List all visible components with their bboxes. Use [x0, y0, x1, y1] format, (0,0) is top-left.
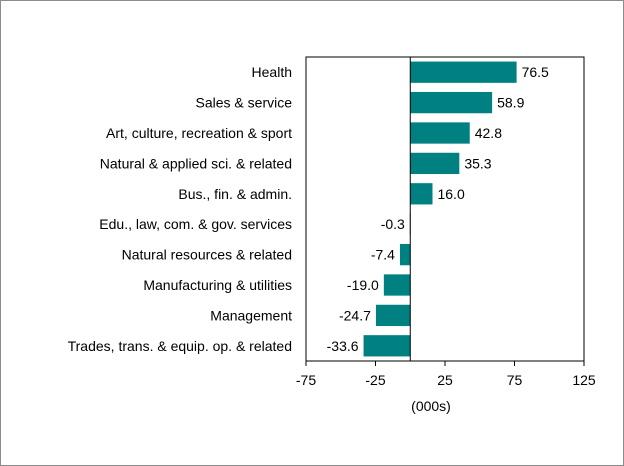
- category-labels: Health Sales & service Art, culture, recre…: [68, 64, 293, 354]
- x-tick-labels: -75 -25 25 75 125: [296, 372, 596, 388]
- value-label-1: 58.9: [497, 95, 524, 111]
- value-label-6: -7.4: [371, 247, 395, 263]
- axes-group: [305, 56, 585, 366]
- bar-2: [410, 122, 470, 144]
- value-label-0: 76.5: [522, 64, 549, 80]
- bar-8: [375, 304, 411, 327]
- bar-1: [410, 91, 493, 114]
- category-label-6: Natural resources & related: [122, 247, 292, 263]
- value-label-2: 42.8: [475, 125, 502, 141]
- bars-group: [363, 61, 517, 357]
- bar-3: [410, 152, 460, 175]
- bar-0: [410, 61, 517, 83]
- category-label-1: Sales & service: [196, 95, 293, 111]
- value-labels: 76.5 58.9 42.8 35.316.0 -0.3 -7.4 -19.0 -24.7 -3…: [327, 64, 549, 354]
- category-label-9: Trades, trans. & equip. op. & related: [68, 338, 292, 354]
- bar-6: [399, 243, 411, 266]
- category-label-8: Management: [210, 307, 292, 323]
- category-label-3: Natural & applied sci. & related: [100, 155, 292, 171]
- x-tick-label-3: 75: [507, 372, 523, 388]
- value-label-7: -19.0: [347, 277, 379, 293]
- x-tick-label-4: 125: [572, 372, 596, 388]
- x-tick-label-0: -75: [296, 372, 316, 388]
- bar-9: [363, 335, 411, 357]
- x-tick-label-2: 25: [437, 372, 453, 388]
- value-label-3: 35.3: [464, 155, 491, 171]
- value-label-9: -33.6: [327, 338, 359, 354]
- x-axis-title: (000s): [411, 398, 451, 414]
- x-tick-label-1: -25: [365, 372, 385, 388]
- value-label-5: -0.3: [381, 216, 405, 232]
- bar-7: [383, 274, 411, 296]
- value-label-4: 16.0: [437, 186, 464, 202]
- value-label-8: -24.7: [339, 307, 371, 323]
- category-label-5: Edu., law, com. & gov. services: [99, 216, 292, 232]
- category-label-4: Bus., fin. & admin.: [178, 186, 292, 202]
- category-label-0: Health: [252, 64, 292, 80]
- bar-4: [410, 183, 433, 205]
- category-label-2: Art, culture, recreation & sport: [106, 125, 292, 141]
- category-label-7: Manufacturing & utilities: [143, 277, 292, 293]
